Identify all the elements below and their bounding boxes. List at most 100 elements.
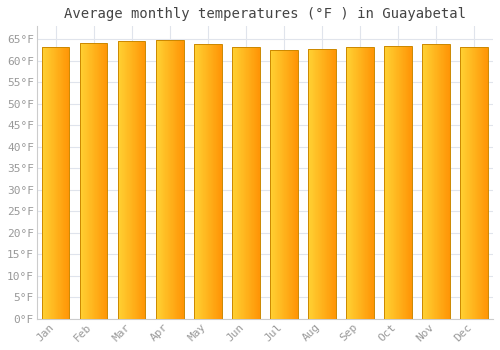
Bar	[438, 44, 439, 319]
Bar	[334, 49, 335, 319]
Bar	[357, 47, 358, 319]
Bar	[119, 41, 120, 319]
Bar	[320, 49, 321, 319]
Bar	[356, 47, 357, 319]
Bar	[45, 47, 46, 319]
Bar	[242, 47, 243, 319]
Bar	[134, 41, 135, 319]
Bar	[316, 49, 317, 319]
Bar	[125, 41, 126, 319]
Bar	[65, 47, 66, 319]
Bar	[172, 40, 173, 319]
Bar	[437, 44, 438, 319]
Bar	[118, 41, 119, 319]
Bar	[121, 41, 122, 319]
Bar	[271, 49, 272, 319]
Bar	[347, 47, 348, 319]
Bar	[331, 49, 332, 319]
Bar	[359, 47, 360, 319]
Bar	[167, 40, 168, 319]
Bar	[251, 47, 252, 319]
Bar	[160, 40, 161, 319]
Bar	[408, 46, 409, 319]
Bar	[97, 43, 98, 319]
Bar	[212, 44, 213, 319]
Bar	[213, 44, 214, 319]
Bar	[278, 49, 279, 319]
Bar	[422, 44, 423, 319]
Bar	[405, 46, 406, 319]
Bar	[89, 43, 90, 319]
Bar	[197, 44, 198, 319]
Bar	[335, 49, 336, 319]
Bar	[220, 44, 221, 319]
Bar	[164, 40, 165, 319]
Bar	[389, 46, 390, 319]
Bar	[173, 40, 174, 319]
Bar	[445, 44, 446, 319]
Bar	[322, 49, 323, 319]
Bar	[329, 49, 330, 319]
Bar	[98, 43, 99, 319]
Bar	[174, 40, 176, 319]
Bar	[256, 47, 257, 319]
Bar	[54, 47, 55, 319]
Bar	[468, 47, 469, 319]
Bar	[80, 43, 81, 319]
Bar	[248, 47, 249, 319]
Bar	[245, 47, 246, 319]
Bar	[461, 47, 462, 319]
Bar	[432, 44, 434, 319]
Bar	[126, 41, 127, 319]
Bar	[471, 47, 472, 319]
Bar	[232, 47, 234, 319]
Bar	[217, 44, 218, 319]
Bar	[49, 47, 50, 319]
Bar	[325, 49, 326, 319]
Bar	[424, 44, 425, 319]
Bar	[239, 47, 240, 319]
Bar	[333, 49, 334, 319]
Bar	[288, 49, 289, 319]
Bar	[179, 40, 180, 319]
Bar	[196, 44, 197, 319]
Bar	[168, 40, 170, 319]
Bar	[361, 47, 362, 319]
Bar	[428, 44, 429, 319]
Bar	[409, 46, 410, 319]
Bar	[326, 49, 327, 319]
Bar	[218, 44, 219, 319]
Bar	[462, 47, 463, 319]
Bar	[156, 40, 184, 319]
Bar	[124, 41, 125, 319]
Bar	[240, 47, 241, 319]
Bar	[243, 47, 244, 319]
Bar	[135, 41, 136, 319]
Bar	[349, 47, 350, 319]
Bar	[385, 46, 386, 319]
Bar	[221, 44, 222, 319]
Bar	[247, 47, 248, 319]
Bar	[435, 44, 436, 319]
Bar	[397, 46, 398, 319]
Bar	[253, 47, 254, 319]
Bar	[101, 43, 102, 319]
Bar	[250, 47, 251, 319]
Bar	[194, 44, 196, 319]
Bar	[436, 44, 437, 319]
Bar	[464, 47, 466, 319]
Bar	[366, 47, 367, 319]
Bar	[166, 40, 167, 319]
Bar	[194, 44, 222, 319]
Bar	[68, 47, 69, 319]
Bar	[403, 46, 404, 319]
Bar	[295, 49, 296, 319]
Bar	[324, 49, 325, 319]
Bar	[130, 41, 131, 319]
Bar	[447, 44, 448, 319]
Bar	[308, 49, 336, 319]
Bar	[273, 49, 274, 319]
Bar	[384, 46, 385, 319]
Bar	[92, 43, 93, 319]
Bar	[216, 44, 217, 319]
